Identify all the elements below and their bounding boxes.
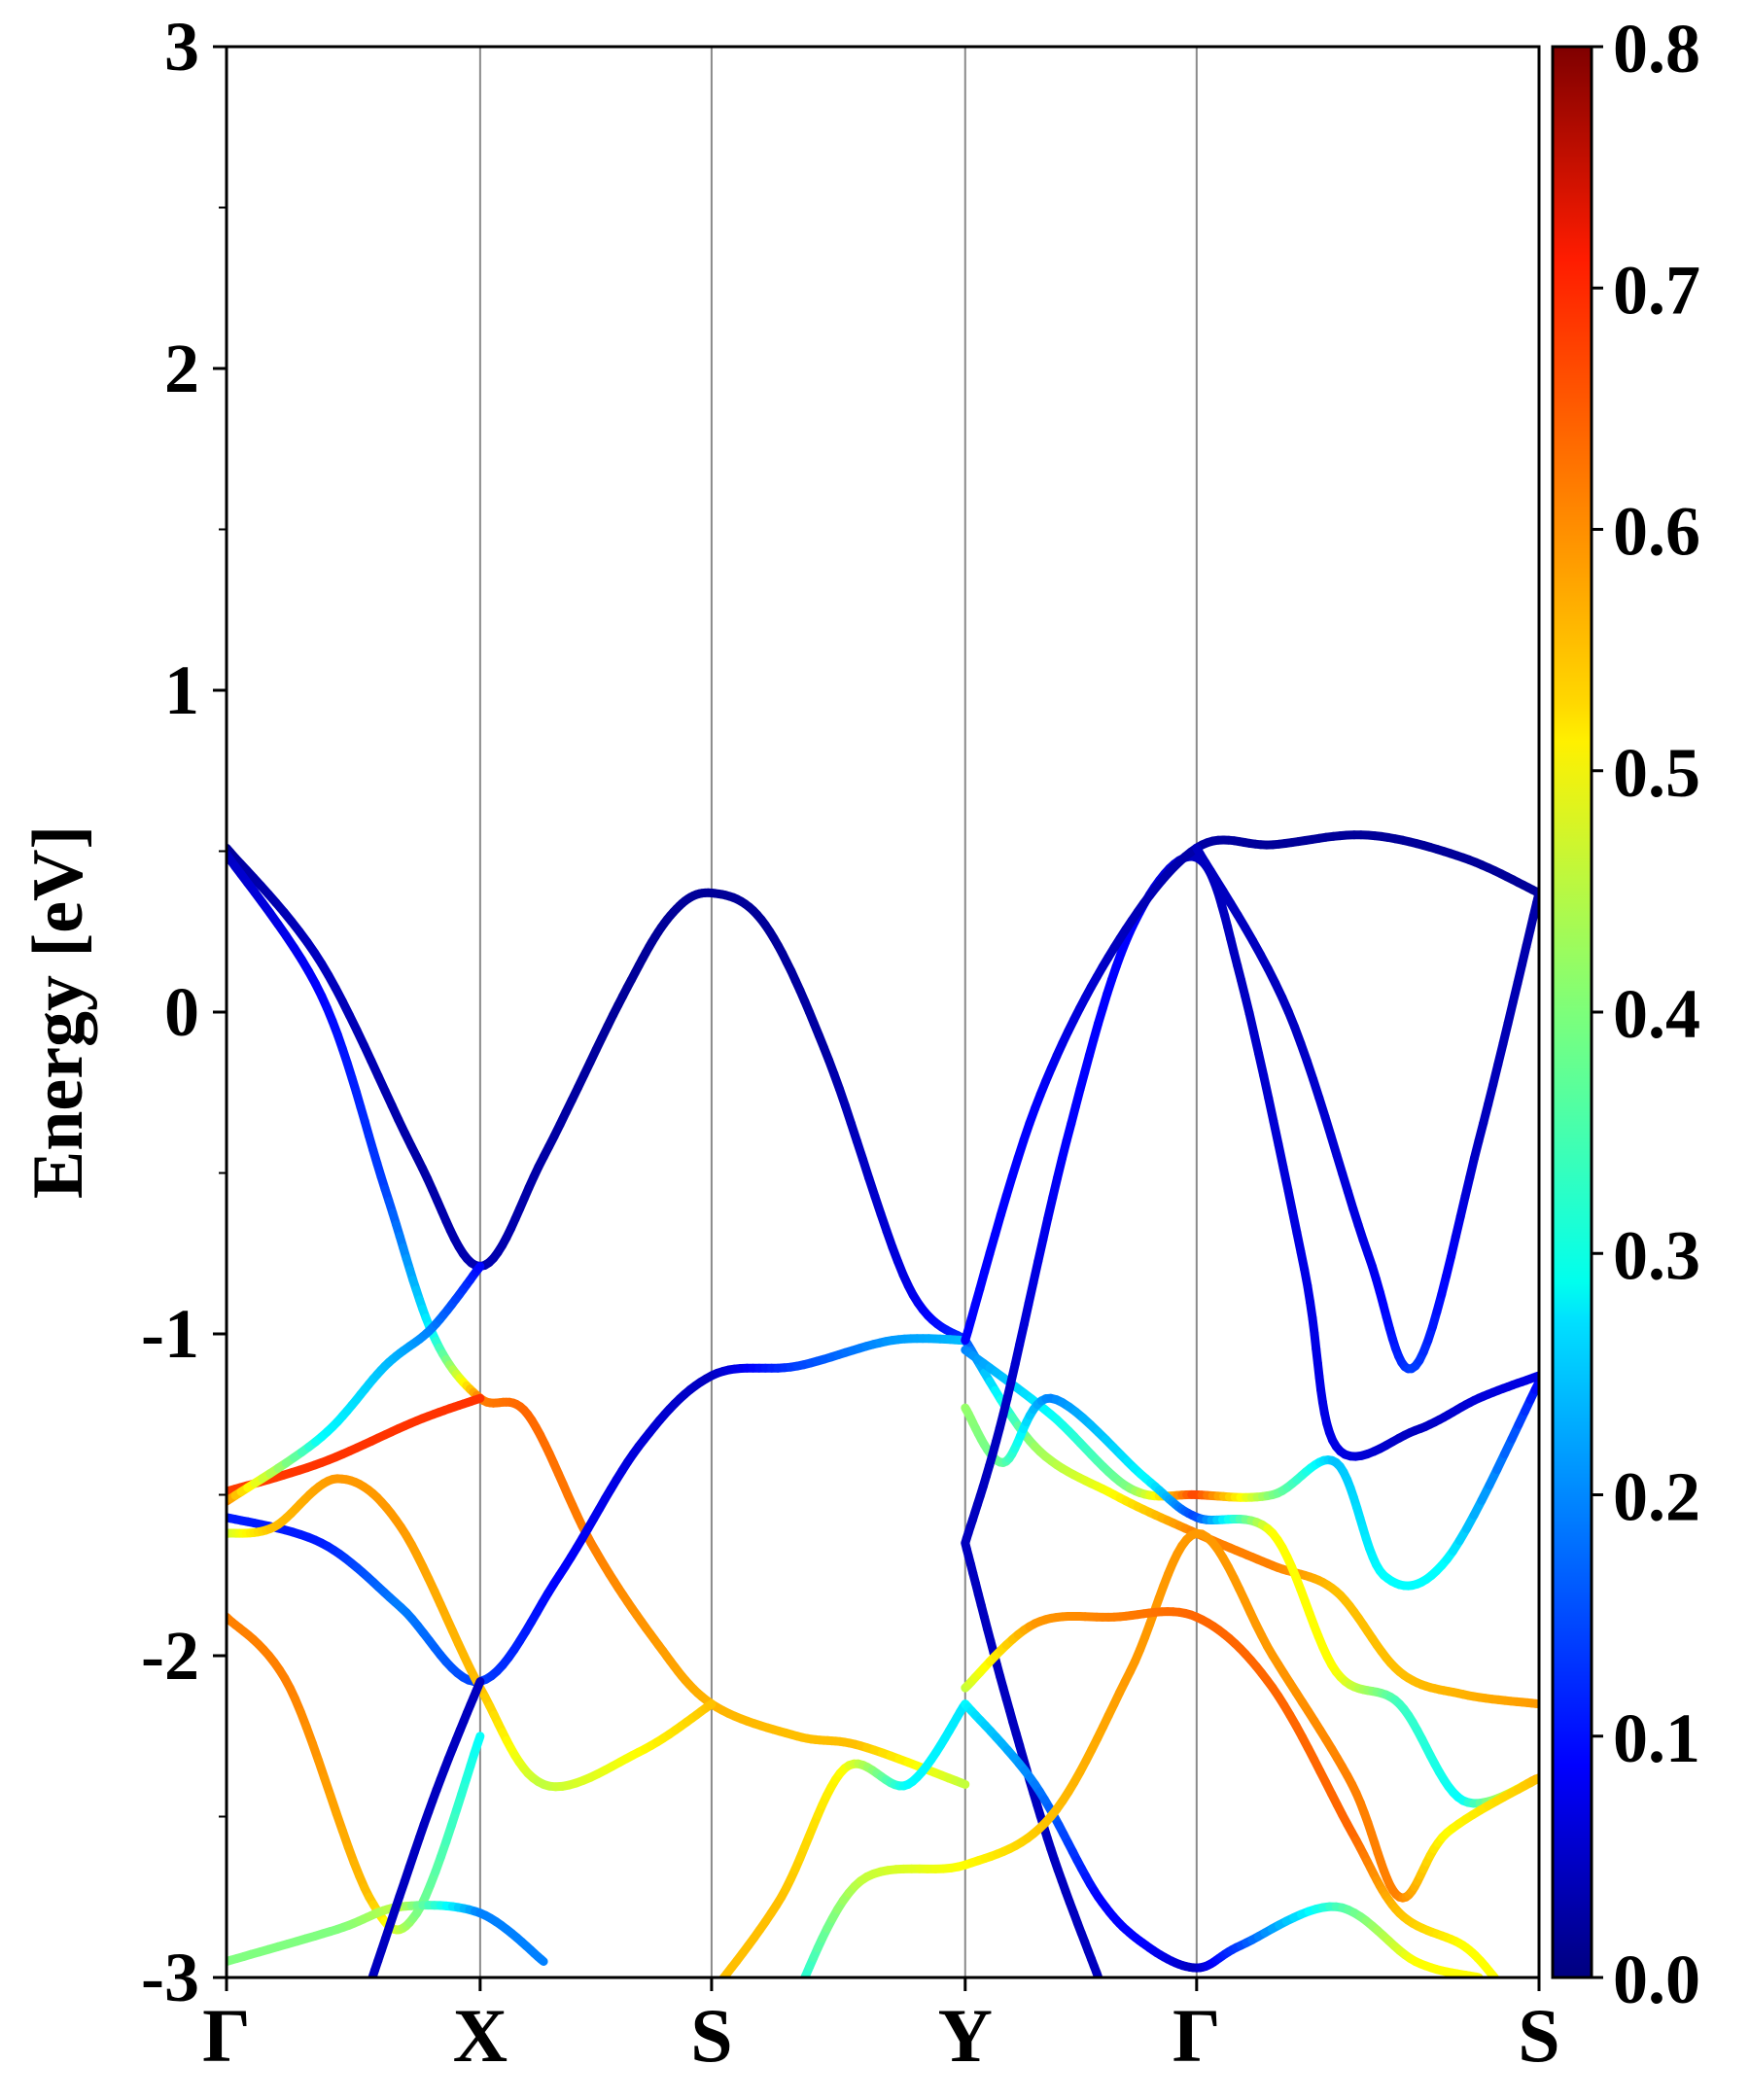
- band-19: [797, 1528, 1539, 1994]
- band-segment: [472, 1732, 485, 1749]
- band-segment: [800, 1982, 803, 1988]
- k-point-label: Y: [938, 1993, 993, 2078]
- band-segment: [956, 1778, 970, 1789]
- y-tick-label: -1: [141, 1295, 199, 1373]
- y-axis-label: Energy [eV]: [18, 825, 98, 1199]
- k-point-label: X: [453, 1993, 508, 2078]
- y-tick-label: -3: [141, 1939, 199, 2016]
- colorbar: 0.8 0.7 0.6 0.5 0.4 0.3 0.2 0.1 0.0: [1551, 10, 1700, 2018]
- colorbar-ticks: 0.8 0.7 0.6 0.5 0.4 0.3 0.2 0.1 0.0: [1592, 10, 1700, 2018]
- y-tick-label: 0: [164, 973, 199, 1051]
- y-tick-label: 2: [164, 330, 199, 407]
- band-5: [227, 1334, 970, 1687]
- band-segment: [472, 1393, 485, 1404]
- band-1: [227, 843, 970, 1346]
- y-axis: 3 2 1 0 -1 -2 -3: [141, 8, 227, 2016]
- band-16: [715, 1699, 970, 1990]
- band-14: [961, 830, 1539, 1346]
- colorbar-tick-label: 0.1: [1613, 1699, 1700, 1777]
- band-18: [961, 1699, 1484, 1978]
- band-2: [227, 850, 970, 1789]
- colorbar-tick-label: 0.8: [1613, 10, 1700, 88]
- k-point-label: Γ: [202, 1993, 251, 2078]
- band-20: [961, 1607, 1499, 1978]
- colorbar-tick-label: 0.7: [1613, 251, 1700, 329]
- band-lines: [227, 830, 1539, 1994]
- k-point-gridlines: [478, 47, 1198, 1978]
- band-8: [227, 1901, 548, 1966]
- y-tick-label: 3: [164, 8, 199, 86]
- band-6: [227, 1474, 717, 1792]
- band-11: [961, 1346, 1539, 1591]
- y-tick-label: 1: [164, 651, 199, 729]
- band-segment: [718, 1975, 726, 1978]
- colorbar-tick-label: 0.5: [1613, 734, 1700, 812]
- band-4: [227, 1262, 485, 1506]
- colorbar-tick-label: 0.6: [1613, 493, 1700, 571]
- band-segment: [473, 1262, 485, 1274]
- band-segment: [537, 1954, 548, 1966]
- colorbar-tick-label: 0.0: [1613, 1941, 1700, 2018]
- k-point-label: Γ: [1172, 1993, 1221, 2078]
- band-15: [1192, 843, 1539, 1374]
- band-segment: [715, 1985, 718, 1990]
- colorbar-gradient: [1551, 45, 1593, 1979]
- y-tick-label: -2: [141, 1617, 199, 1695]
- k-point-label: S: [690, 1993, 732, 2078]
- band-13: [961, 852, 1539, 1548]
- band-segment: [704, 1699, 717, 1711]
- band-17: [961, 1538, 1103, 1978]
- plot-frame: [225, 45, 1541, 1979]
- band-segment: [797, 1989, 800, 1994]
- colorbar-tick-label: 0.2: [1613, 1458, 1700, 1536]
- band-segment: [473, 1677, 485, 1691]
- band-9: [368, 1677, 485, 1978]
- colorbar-tick-label: 0.3: [1613, 1216, 1700, 1294]
- colorbar-tick-label: 0.4: [1613, 975, 1700, 1053]
- k-point-label: S: [1518, 1993, 1559, 2078]
